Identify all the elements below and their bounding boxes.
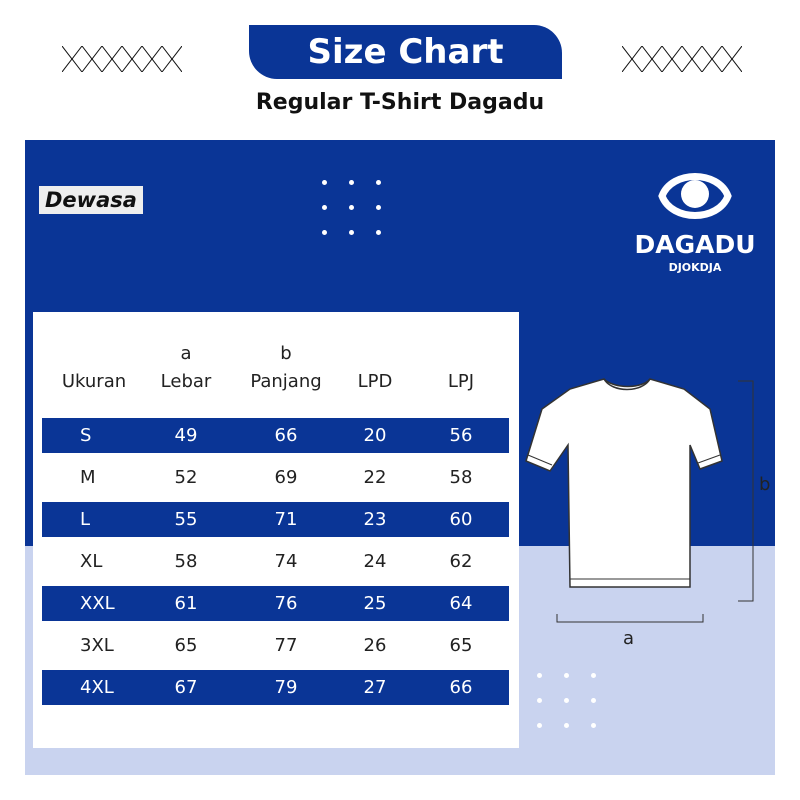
table-cell: 79 — [274, 677, 298, 698]
column-header: Ukuran — [44, 340, 144, 396]
table-cell: 65 — [174, 635, 198, 656]
table-cell: 74 — [274, 551, 298, 572]
size-table: Ukuran a Lebar b Panjang LPD LPJ S 49 66 20 56 M 52… — [33, 312, 519, 748]
logo-brand: DAGADU — [634, 230, 756, 259]
table-cell: XXL — [80, 593, 115, 614]
table-row: M 52 69 22 58 — [42, 460, 509, 495]
table-cell: 56 — [449, 425, 473, 446]
table-cell: L — [80, 509, 91, 530]
table-row: S 49 66 20 56 — [42, 418, 509, 453]
table-cell: 27 — [363, 677, 387, 698]
dagadu-logo: DAGADU DJOKDJA — [630, 168, 760, 274]
table-cell: 69 — [274, 467, 298, 488]
table-cell: 4XL — [80, 677, 114, 698]
table-cell: M — [80, 467, 96, 488]
column-header: a Lebar — [136, 340, 236, 396]
table-cell: 76 — [274, 593, 298, 614]
table-cell: 20 — [363, 425, 387, 446]
measure-b-label: b — [759, 474, 771, 495]
table-cell: 3XL — [80, 635, 114, 656]
table-cell: 66 — [274, 425, 298, 446]
logo-sub: DJOKDJA — [668, 261, 722, 274]
column-header-label: LPJ — [447, 371, 475, 392]
table-cell: 55 — [174, 509, 198, 530]
table-row: XXL 61 76 25 64 — [42, 586, 509, 621]
page-title: Size Chart — [249, 25, 562, 79]
measure-a-label: a — [623, 628, 635, 649]
table-cell: 24 — [363, 551, 387, 572]
table-cell: 66 — [449, 677, 473, 698]
table-cell: 71 — [274, 509, 298, 530]
zigzag-decoration-left — [62, 46, 182, 72]
table-cell: 67 — [174, 677, 198, 698]
table-cell: S — [80, 425, 92, 446]
column-header: LPD — [325, 340, 425, 396]
measure-b-line — [738, 380, 754, 602]
column-header-label: Lebar — [160, 371, 212, 392]
table-cell: 52 — [174, 467, 198, 488]
table-row: L 55 71 23 60 — [42, 502, 509, 537]
measure-a-line — [556, 614, 704, 623]
column-header: b Panjang — [236, 340, 336, 396]
zigzag-decoration-right — [622, 46, 742, 72]
dots-decoration-bottom — [537, 673, 597, 728]
column-header-label: LPD — [357, 371, 393, 392]
table-cell: 62 — [449, 551, 473, 572]
table-cell: 60 — [449, 509, 473, 530]
table-row: 4XL 67 79 27 66 — [42, 670, 509, 705]
table-cell: 58 — [174, 551, 198, 572]
table-cell: 23 — [363, 509, 387, 530]
column-header: LPJ — [411, 340, 511, 396]
category-badge: Dewasa — [39, 186, 143, 214]
table-cell: 25 — [363, 593, 387, 614]
column-header-letter — [44, 340, 144, 368]
table-cell: 49 — [174, 425, 198, 446]
eye-icon — [658, 173, 732, 219]
table-row: 3XL 65 77 26 65 — [42, 628, 509, 663]
column-header-letter — [411, 340, 511, 368]
table-cell: 64 — [449, 593, 473, 614]
table-cell: 58 — [449, 467, 473, 488]
table-cell: 77 — [274, 635, 298, 656]
table-cell: 22 — [363, 467, 387, 488]
table-row: XL 58 74 24 62 — [42, 544, 509, 579]
table-cell: 26 — [363, 635, 387, 656]
column-header-letter: a — [180, 343, 192, 364]
column-header-label: Ukuran — [61, 371, 127, 392]
column-header-letter: b — [280, 343, 292, 364]
column-header-letter — [325, 340, 425, 368]
table-cell: 61 — [174, 593, 198, 614]
page-subtitle: Regular T-Shirt Dagadu — [255, 90, 545, 115]
dots-decoration-top — [322, 180, 382, 235]
column-header-label: Panjang — [250, 371, 322, 392]
table-cell: 65 — [449, 635, 473, 656]
table-cell: XL — [80, 551, 103, 572]
tshirt-illustration — [525, 378, 723, 588]
